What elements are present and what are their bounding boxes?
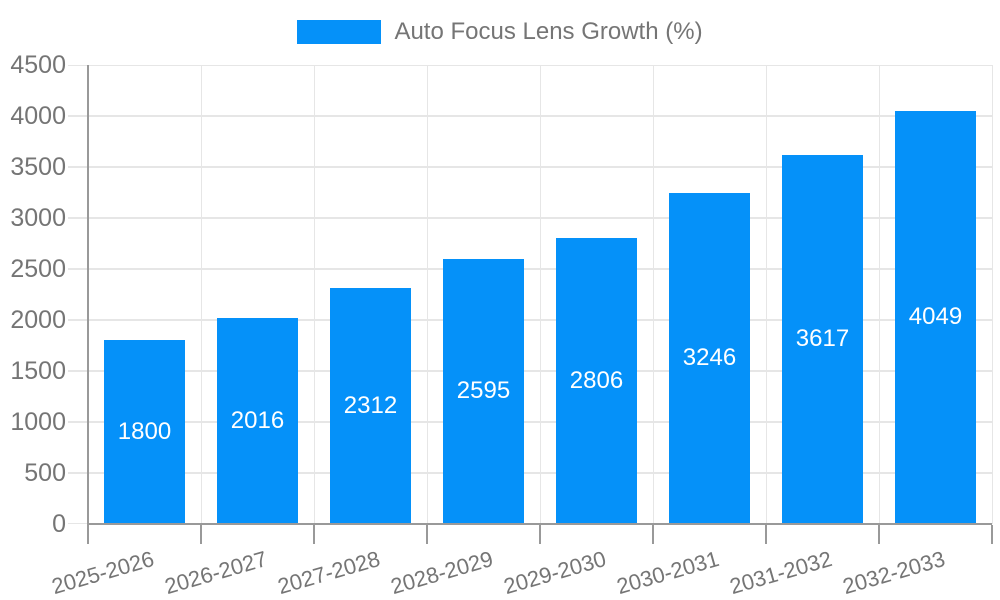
x-axis-label: 2029-2030 bbox=[501, 546, 610, 600]
gridline-horizontal bbox=[68, 268, 992, 270]
gridline-horizontal bbox=[68, 217, 992, 219]
gridline-vertical bbox=[652, 65, 654, 524]
bar[interactable] bbox=[330, 287, 411, 524]
x-axis-label: 2032-2033 bbox=[840, 546, 949, 600]
gridline-horizontal bbox=[68, 472, 992, 474]
bar-value-label: 1800 bbox=[117, 417, 172, 445]
y-axis-tick-label: 500 bbox=[24, 458, 66, 487]
bar[interactable] bbox=[556, 237, 637, 524]
x-axis-tick bbox=[652, 524, 654, 544]
x-axis-tick bbox=[426, 524, 428, 544]
y-axis-tick-label: 0 bbox=[52, 509, 66, 538]
x-axis-tick bbox=[200, 524, 202, 544]
gridline-horizontal bbox=[68, 166, 992, 168]
y-axis-tick-label: 3500 bbox=[10, 152, 66, 181]
y-axis-tick bbox=[68, 522, 88, 525]
x-axis-label: 2031-2032 bbox=[727, 546, 836, 600]
y-axis-tick-label: 2500 bbox=[10, 254, 66, 283]
bar[interactable] bbox=[217, 318, 298, 524]
y-axis-tick-label: 2000 bbox=[10, 305, 66, 334]
bar-value-label: 2016 bbox=[230, 406, 285, 434]
legend[interactable]: Auto Focus Lens Growth (%) bbox=[0, 19, 1000, 45]
gridline-vertical bbox=[765, 65, 767, 524]
x-axis-label: 2027-2028 bbox=[275, 546, 384, 600]
bar[interactable] bbox=[443, 259, 524, 524]
legend-label: Auto Focus Lens Growth (%) bbox=[394, 18, 703, 45]
gridline-horizontal bbox=[68, 421, 992, 423]
bar-value-label: 4049 bbox=[908, 303, 963, 331]
bar-value-label: 2595 bbox=[456, 377, 511, 405]
bar-value-label: 3617 bbox=[795, 325, 850, 353]
y-axis-tick-label: 1000 bbox=[10, 407, 66, 436]
x-axis-tick bbox=[765, 524, 767, 544]
x-axis-tick bbox=[313, 524, 315, 544]
gridline-horizontal bbox=[68, 115, 992, 117]
x-axis-tick bbox=[991, 524, 993, 544]
x-axis-tick bbox=[87, 524, 89, 544]
gridline-horizontal bbox=[68, 319, 992, 321]
bar-value-label: 2806 bbox=[569, 366, 624, 394]
x-axis-label: 2028-2029 bbox=[388, 546, 497, 600]
y-axis-tick-label: 4500 bbox=[10, 51, 66, 79]
gridline-horizontal bbox=[68, 370, 992, 372]
y-axis-tick-label: 1500 bbox=[10, 356, 66, 385]
x-axis-label: 2030-2031 bbox=[614, 546, 723, 600]
x-axis-label: 2025-2026 bbox=[49, 546, 158, 600]
x-axis-tick bbox=[539, 524, 541, 544]
x-axis-line bbox=[87, 523, 992, 525]
bar[interactable] bbox=[895, 110, 976, 524]
gridline-vertical bbox=[539, 65, 541, 524]
y-axis-line bbox=[87, 65, 89, 524]
bar[interactable] bbox=[104, 340, 185, 524]
gridline-vertical bbox=[313, 65, 315, 524]
x-axis-tick bbox=[878, 524, 880, 544]
bar-value-label: 3246 bbox=[682, 344, 737, 372]
bar[interactable] bbox=[669, 192, 750, 524]
gridline-vertical bbox=[991, 65, 993, 524]
y-axis-tick-label: 3000 bbox=[10, 203, 66, 232]
bar-value-label: 2312 bbox=[343, 391, 398, 419]
gridline-vertical bbox=[878, 65, 880, 524]
gridline-vertical bbox=[426, 65, 428, 524]
gridline-horizontal bbox=[68, 64, 992, 66]
legend-swatch bbox=[297, 20, 382, 44]
gridline-vertical bbox=[200, 65, 202, 524]
x-axis-label: 2026-2027 bbox=[162, 546, 271, 600]
y-axis-tick-label: 4000 bbox=[10, 101, 66, 130]
bar[interactable] bbox=[782, 154, 863, 524]
